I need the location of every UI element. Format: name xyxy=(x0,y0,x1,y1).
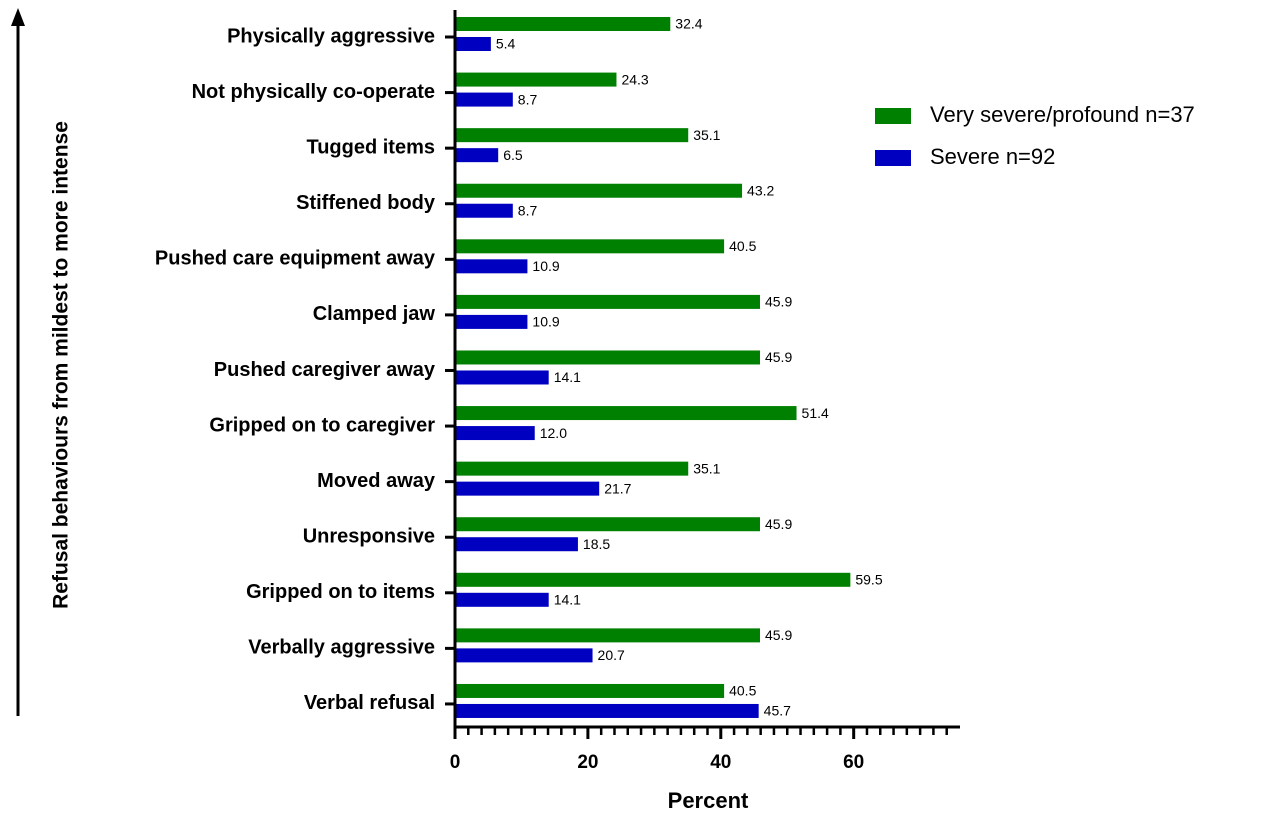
value-label: 59.5 xyxy=(855,572,882,588)
bar xyxy=(455,92,513,107)
ylabel-arrowhead xyxy=(11,8,25,26)
value-label: 18.5 xyxy=(583,536,610,552)
x-tick-label: 40 xyxy=(710,752,731,773)
bar xyxy=(455,239,725,254)
bar xyxy=(455,592,549,607)
y-tick-label: Pushed care equipment away xyxy=(155,248,436,270)
value-label: 10.9 xyxy=(532,314,559,330)
bar xyxy=(455,259,528,274)
value-label: 45.9 xyxy=(765,294,792,310)
bar xyxy=(455,628,760,643)
bar xyxy=(455,294,760,309)
value-label: 12.0 xyxy=(540,425,567,441)
value-label: 24.3 xyxy=(621,71,648,87)
x-tick-label: 60 xyxy=(843,752,864,773)
value-label: 6.5 xyxy=(503,147,523,163)
bar xyxy=(455,572,851,587)
bar xyxy=(455,703,759,718)
value-label: 5.4 xyxy=(496,36,516,52)
value-label: 45.9 xyxy=(765,516,792,532)
x-tick-label: 0 xyxy=(450,752,461,773)
bar xyxy=(455,148,499,163)
bar xyxy=(455,426,535,441)
value-label: 45.7 xyxy=(764,703,791,719)
legend-label: Very severe/profound n=37 xyxy=(930,102,1195,127)
y-tick-label: Clamped jaw xyxy=(313,303,436,325)
legend-swatch xyxy=(875,108,911,124)
value-label: 8.7 xyxy=(518,91,538,107)
x-tick-label: 20 xyxy=(577,752,598,773)
bar xyxy=(455,17,671,31)
y-tick-label: Gripped on to caregiver xyxy=(209,414,435,436)
y-tick-label: Not physically co-operate xyxy=(192,81,435,103)
bar xyxy=(455,72,617,87)
bar xyxy=(455,406,797,421)
legend-label: Severe n=92 xyxy=(930,144,1055,169)
bar xyxy=(455,370,549,385)
y-tick-label: Unresponsive xyxy=(303,526,435,548)
bar xyxy=(455,461,689,476)
y-tick-label: Tugged items xyxy=(306,136,435,158)
value-label: 14.1 xyxy=(554,369,581,385)
bar xyxy=(455,183,743,198)
value-label: 10.9 xyxy=(532,258,559,274)
bar xyxy=(455,648,593,663)
bar xyxy=(455,517,760,532)
value-label: 8.7 xyxy=(518,202,538,218)
value-label: 51.4 xyxy=(802,405,829,421)
y-tick-label: Gripped on to items xyxy=(246,581,435,603)
value-label: 14.1 xyxy=(554,592,581,608)
bar xyxy=(455,537,578,552)
bar xyxy=(455,314,528,329)
bar xyxy=(455,203,513,218)
x-axis-label: Percent xyxy=(668,788,749,813)
value-label: 40.5 xyxy=(729,683,756,699)
value-label: 45.9 xyxy=(765,627,792,643)
y-tick-label: Pushed caregiver away xyxy=(214,359,436,381)
value-label: 32.4 xyxy=(675,16,702,32)
bar xyxy=(455,128,689,143)
value-label: 43.2 xyxy=(747,182,774,198)
bar xyxy=(455,37,491,51)
value-label: 45.9 xyxy=(765,349,792,365)
y-axis-label: Refusal behaviours from mildest to more … xyxy=(50,121,73,609)
y-tick-label: Stiffened body xyxy=(296,192,436,214)
value-label: 40.5 xyxy=(729,238,756,254)
legend-swatch xyxy=(875,150,911,166)
y-tick-label: Moved away xyxy=(317,470,436,492)
bar xyxy=(455,683,725,698)
value-label: 21.7 xyxy=(604,480,631,496)
bar xyxy=(455,481,600,496)
value-label: 35.1 xyxy=(693,460,720,476)
y-tick-label: Verbal refusal xyxy=(304,692,435,714)
bar xyxy=(455,350,760,365)
value-label: 20.7 xyxy=(598,647,625,663)
y-tick-label: Verbally aggressive xyxy=(248,637,435,659)
y-tick-label: Physically aggressive xyxy=(227,25,435,47)
value-label: 35.1 xyxy=(693,127,720,143)
